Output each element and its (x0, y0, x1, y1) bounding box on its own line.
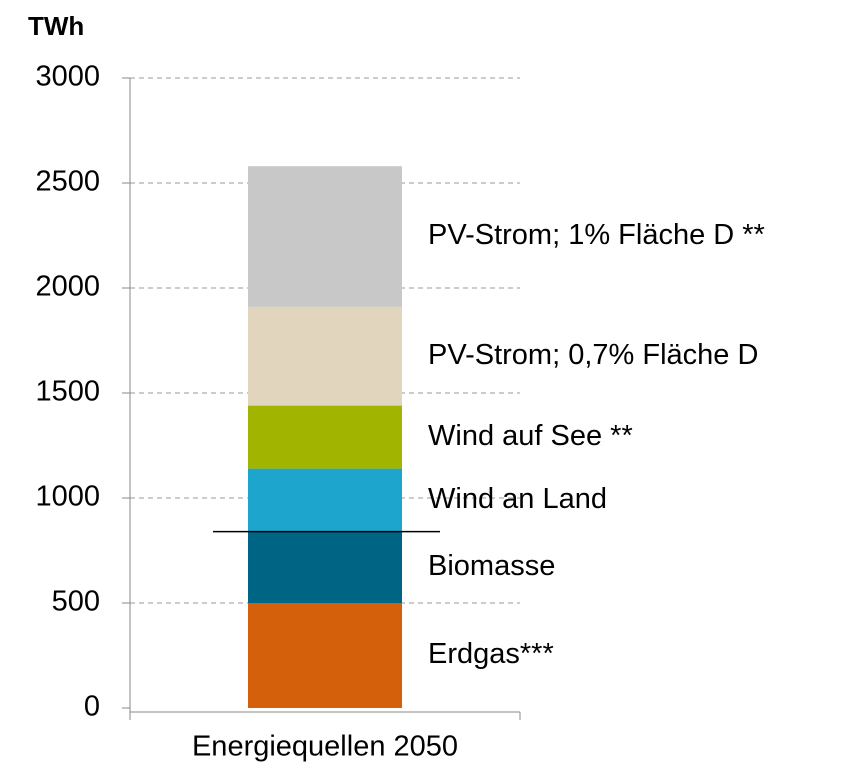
segment-label: PV-Strom; 0,7% Fläche D (428, 339, 758, 371)
bar-segment (248, 603, 402, 708)
bar-segment (248, 306, 402, 406)
x-tick-label: Energiequellen 2050 (192, 731, 458, 763)
y-tick-label: 0 (84, 691, 100, 723)
y-tick-label: 500 (52, 586, 100, 618)
segment-label: PV-Strom; 1% Fläche D ** (428, 219, 765, 251)
y-tick-label: 1500 (35, 376, 100, 408)
y-tick-label: 1000 (35, 481, 100, 513)
segment-label: Wind auf See ** (428, 420, 633, 452)
segment-label: Wind an Land (428, 483, 607, 515)
y-tick-label: 3000 (35, 61, 100, 93)
segment-label: Erdgas*** (428, 638, 554, 670)
bar-segment (248, 405, 402, 469)
y-tick-label: 2000 (35, 271, 100, 303)
y-tick-label: 2500 (35, 166, 100, 198)
bar-segment (248, 166, 402, 307)
bar-segment (248, 468, 402, 532)
y-axis-label: TWh (28, 11, 84, 41)
bar-segment (248, 531, 402, 603)
segment-label: Biomasse (428, 550, 555, 582)
